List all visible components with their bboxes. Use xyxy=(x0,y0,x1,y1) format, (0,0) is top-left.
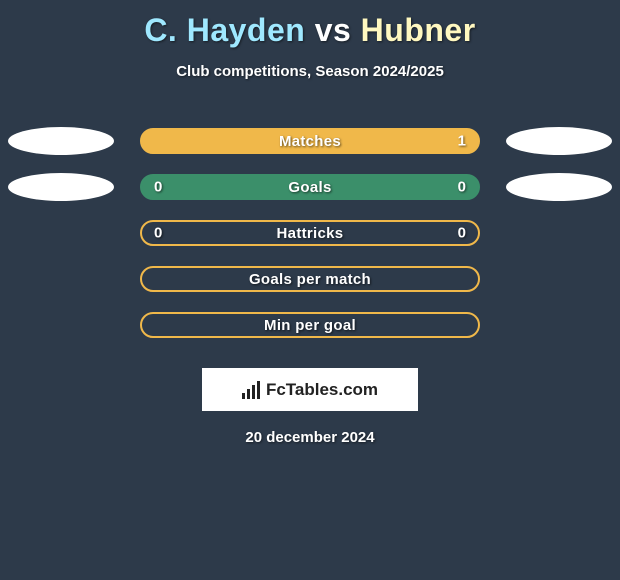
player2-name: Hubner xyxy=(361,12,476,48)
vs-label: vs xyxy=(315,12,352,48)
stat-row: Min per goal xyxy=(0,302,620,348)
player2-oval xyxy=(506,127,612,155)
stat-value-right: 0 xyxy=(458,179,466,196)
stat-value-right: 1 xyxy=(458,133,466,150)
bars-icon xyxy=(242,381,260,399)
comparison-title: C. Hayden vs Hubner xyxy=(0,0,620,49)
stat-bar: Matches 1 xyxy=(140,128,480,154)
footer-logo-text: FcTables.com xyxy=(266,380,378,400)
stat-bar: Goals per match xyxy=(140,266,480,292)
stat-label: Matches xyxy=(279,133,341,150)
stat-label: Hattricks xyxy=(277,225,344,242)
player1-oval xyxy=(8,173,114,201)
footer-date: 20 december 2024 xyxy=(0,429,620,446)
stat-label: Min per goal xyxy=(264,317,356,334)
subtitle: Club competitions, Season 2024/2025 xyxy=(0,63,620,80)
stat-bar: 0 Goals 0 xyxy=(140,174,480,200)
stat-row: 0 Goals 0 xyxy=(0,164,620,210)
player1-oval xyxy=(8,127,114,155)
stat-value-left: 0 xyxy=(154,225,162,242)
stat-value-right: 0 xyxy=(458,225,466,242)
stat-bar: 0 Hattricks 0 xyxy=(140,220,480,246)
stat-value-left: 0 xyxy=(154,179,162,196)
stat-row: Matches 1 xyxy=(0,118,620,164)
stat-bar: Min per goal xyxy=(140,312,480,338)
stat-row: Goals per match xyxy=(0,256,620,302)
stat-label: Goals per match xyxy=(249,271,371,288)
stats-rows: Matches 1 0 Goals 0 0 Hattricks 0 Goals per matc… xyxy=(0,118,620,348)
stat-label: Goals xyxy=(288,179,331,196)
stat-row: 0 Hattricks 0 xyxy=(0,210,620,256)
player1-name: C. Hayden xyxy=(144,12,305,48)
footer-logo: FcTables.com xyxy=(202,368,418,411)
player2-oval xyxy=(506,173,612,201)
